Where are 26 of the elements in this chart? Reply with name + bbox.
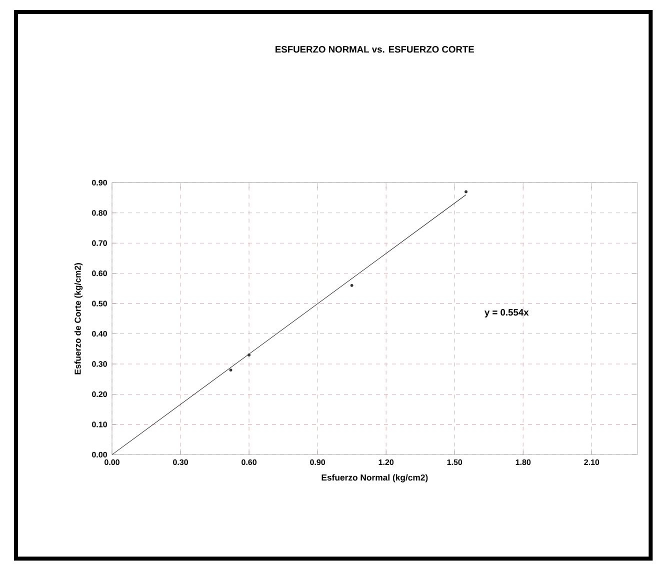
point bbox=[248, 353, 251, 356]
x-tick-label: 0.30 bbox=[173, 459, 188, 466]
x-tick-label: 2.10 bbox=[584, 459, 600, 466]
x-tick-label: 0.60 bbox=[242, 459, 256, 466]
point bbox=[229, 368, 232, 372]
y-tick-label: 0.80 bbox=[92, 210, 107, 216]
x-axis-title: Esfuerzo Normal (kg/cm2) bbox=[322, 474, 428, 482]
y-tick-label: 0.70 bbox=[92, 240, 107, 246]
point bbox=[350, 284, 354, 287]
y-axis-title: Esfuerzo de Corte (kg/cm2) bbox=[74, 263, 83, 374]
x-tick-label: 0.00 bbox=[104, 459, 120, 466]
y-tick-label: 0.90 bbox=[92, 180, 107, 186]
y-tick-label: 0.00 bbox=[92, 452, 107, 458]
y-tick-label: 0.60 bbox=[92, 270, 107, 276]
x-tick-label: 1.80 bbox=[516, 459, 531, 466]
y-tick-label: 0.20 bbox=[92, 391, 107, 398]
y-tick-label: 0.10 bbox=[92, 422, 107, 428]
y-tick-label: 0.50 bbox=[92, 300, 107, 306]
point bbox=[464, 190, 468, 194]
x-tick-label: 1.20 bbox=[378, 459, 394, 466]
annotation: y = 0.554x bbox=[484, 309, 529, 318]
y-tick-label: 0.40 bbox=[92, 330, 107, 337]
chart-title: ESFUERZO NORMAL vs. ESFUERZO CORTE bbox=[276, 46, 474, 53]
x-tick-label: 1.50 bbox=[447, 459, 462, 466]
y-tick-label: 0.30 bbox=[92, 361, 107, 367]
x-tick-label: 0.90 bbox=[310, 459, 326, 466]
